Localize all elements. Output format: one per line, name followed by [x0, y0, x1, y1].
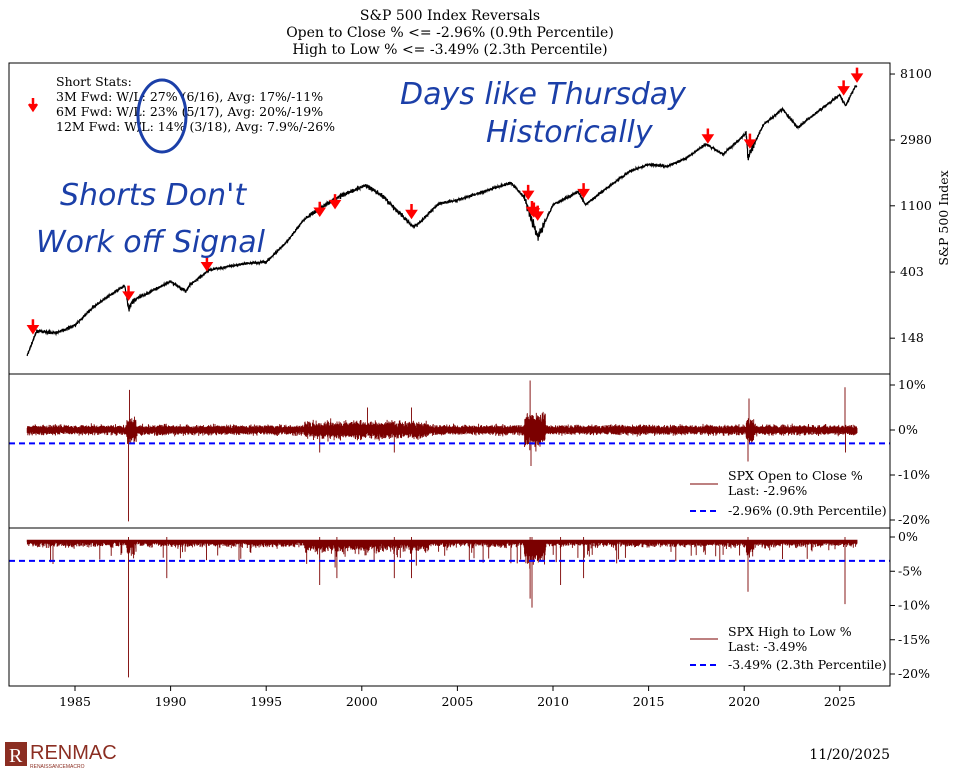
open-close-panel: 10% 0% -10% -20% — [9, 377, 930, 527]
stats-line: 6M Fwd: W/L: 23% (5/17), Avg: 20%/-19% — [56, 104, 323, 119]
legend-arrow-icon — [27, 98, 39, 113]
hand-annotation: Days like Thursday — [400, 77, 687, 112]
logo-mark — [5, 742, 27, 766]
logo-mark-letter: R — [9, 745, 23, 767]
stats-title: Short Stats: — [56, 74, 132, 89]
y-tick-label: 0% — [898, 529, 918, 544]
high-low-panel: 0% -5% -10% -15% -20% 1985 1990 1995 2000 2005 201… — [9, 529, 930, 709]
legend-open-close: SPX Open to Close % Last: -2.96% -2.96% … — [690, 468, 887, 518]
series-bars — [26, 537, 858, 678]
y-tick-label: 148 — [900, 330, 924, 345]
hand-annotation: Historically — [486, 115, 654, 150]
signal-arrow — [405, 204, 418, 220]
y-tick-label: 10% — [898, 377, 926, 392]
signal-arrow — [837, 80, 850, 96]
y-tick-label: 8100 — [900, 66, 932, 81]
signal-arrow — [531, 205, 545, 221]
x-tick-label: 2015 — [633, 694, 665, 709]
logo-text: RENMAC — [30, 742, 117, 764]
hand-annotation: Work off Signal — [36, 225, 266, 260]
chart-subtitle-1: Open to Close % <= -2.96% (0.9th Percent… — [286, 25, 614, 41]
spx-price-line — [26, 84, 858, 357]
stats-line: 12M Fwd: W/L: 14% (3/18), Avg: 7.9%/-26% — [56, 119, 335, 134]
series-bars — [26, 380, 858, 522]
x-tick-label: 2000 — [346, 694, 378, 709]
date-label: 11/20/2025 — [809, 747, 890, 763]
chart-title: S&P 500 Index Reversals — [360, 8, 540, 24]
hand-annotation: Shorts Don't — [60, 178, 247, 213]
legend-label: SPX Open to Close % — [728, 468, 863, 483]
signal-arrow — [701, 128, 715, 144]
x-tick-label: 2010 — [537, 694, 569, 709]
x-tick-label: 2005 — [441, 694, 473, 709]
signal-arrow — [577, 183, 590, 199]
signal-arrow — [122, 285, 135, 301]
legend-label: -3.49% (2.3th Percentile) — [728, 657, 887, 672]
signal-arrow — [313, 201, 327, 218]
logo-subtext: RENAISSANCEMACRO — [30, 764, 85, 770]
x-tick-label: 2020 — [728, 694, 760, 709]
y-tick-label: 2980 — [900, 132, 932, 147]
signal-arrow — [521, 184, 535, 201]
y-tick-label: -10% — [898, 598, 930, 613]
y-tick-label: -15% — [898, 632, 930, 647]
y-tick-label: 0% — [898, 422, 918, 437]
price-panel: 8100 2980 1100 403 148 — [26, 66, 932, 357]
chart-subtitle-2: High to Low % <= -3.49% (2.3th Percentil… — [292, 42, 607, 58]
y-tick-label: -5% — [898, 563, 922, 578]
signal-arrow — [850, 67, 864, 83]
y-tick-label: -20% — [898, 666, 930, 681]
legend-label: -2.96% (0.9th Percentile) — [728, 503, 887, 518]
y-tick-label: 403 — [900, 264, 924, 279]
legend-high-low: SPX High to Low % Last: -3.49% -3.49% (2… — [690, 624, 887, 672]
x-tick-label: 1990 — [155, 694, 187, 709]
signal-arrow — [328, 194, 342, 210]
legend-last: Last: -2.96% — [728, 483, 807, 498]
y-tick-label: -20% — [898, 512, 930, 527]
y-tick-label: -10% — [898, 467, 930, 482]
legend-last: Last: -3.49% — [728, 639, 807, 654]
stats-line: 3M Fwd: W/L: 27% (6/16), Avg: 17%/-11% — [56, 89, 323, 104]
y-tick-label: 1100 — [900, 198, 932, 213]
x-tick-label: 1995 — [250, 694, 282, 709]
x-tick-label: 2025 — [824, 694, 856, 709]
x-tick-label: 1985 — [59, 694, 91, 709]
signal-arrow — [200, 256, 214, 272]
signal-arrow — [743, 133, 757, 149]
y-axis-label: S&P 500 Index — [936, 170, 951, 265]
legend-label: SPX High to Low % — [728, 624, 852, 639]
hand-circle-annotation — [136, 78, 188, 154]
signal-arrow — [26, 319, 40, 335]
